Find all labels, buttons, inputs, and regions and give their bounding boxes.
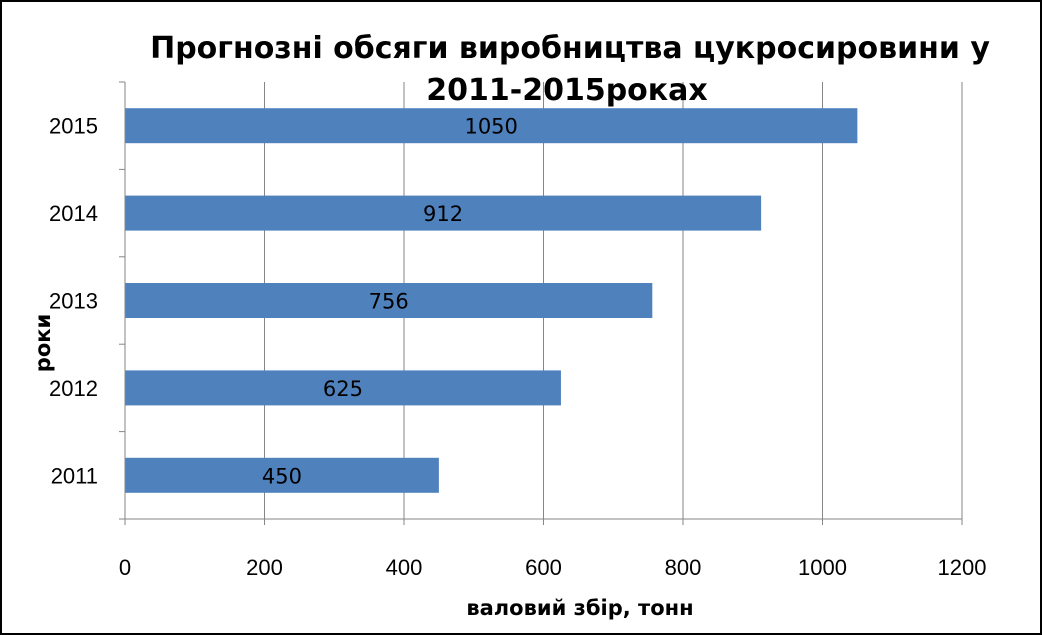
- x-tick-label-0: 0: [119, 555, 131, 580]
- x-tick-label-600: 600: [525, 555, 562, 580]
- chart-title-line-1: Прогнозні обсяги виробництва цукросирови…: [150, 31, 990, 66]
- data-label-2012: 625: [323, 377, 363, 401]
- y-tick-label-2013: 2013: [49, 289, 98, 314]
- x-tick-label-800: 800: [665, 555, 702, 580]
- data-label-2014: 912: [423, 202, 463, 226]
- y-tick-label-2015: 2015: [49, 114, 98, 139]
- labels: 0 200 400 600 800 1000 1200 450 2011 625 2012 756 20…: [49, 114, 986, 580]
- x-tick-label-400: 400: [386, 555, 423, 580]
- bar-2012: [125, 370, 561, 406]
- data-label-2013: 756: [369, 290, 409, 314]
- x-axis-title: валовий збір, тонн: [466, 596, 693, 620]
- bar-2014: [125, 195, 762, 231]
- data-label-2015: 1050: [464, 115, 517, 139]
- x-tick-label-1200: 1200: [938, 555, 987, 580]
- gridlines: [264, 82, 963, 519]
- bar-2011: [125, 457, 439, 493]
- y-tick-label-2012: 2012: [49, 376, 98, 401]
- x-tick-label-200: 200: [246, 555, 283, 580]
- bar-2015: [125, 108, 858, 144]
- bar-2013: [125, 283, 653, 318]
- axes: [119, 81, 963, 525]
- y-tick-label-2014: 2014: [49, 201, 98, 226]
- x-tick-label-1000: 1000: [798, 555, 847, 580]
- y-tick-label-2011: 2011: [51, 463, 98, 488]
- data-label-2011: 450: [262, 464, 302, 488]
- bars: [125, 108, 858, 493]
- chart-title-line-2: 2011-2015роках: [426, 73, 707, 108]
- y-axis-title: роки: [31, 314, 55, 372]
